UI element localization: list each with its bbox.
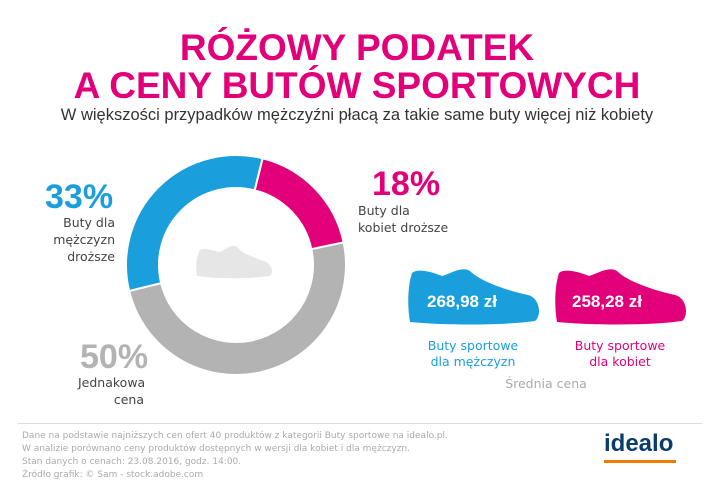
caption-line: Buty sportowe bbox=[574, 338, 666, 353]
label-line: kobiet droższe bbox=[358, 220, 449, 235]
footer-line: W analizie porównano ceny produktów dost… bbox=[22, 444, 410, 454]
label-line: Buty dla bbox=[63, 215, 115, 230]
caption-line: Buty sportowe bbox=[427, 338, 519, 353]
women-price: 258,28 zł bbox=[572, 292, 642, 311]
label-line: Buty dla bbox=[358, 203, 410, 218]
slice-women-label: Buty dla kobiet droższe bbox=[358, 202, 448, 236]
label-line: Jednakowa bbox=[78, 375, 146, 390]
idealo-logo: idealo bbox=[604, 430, 674, 457]
donut-slice-2 bbox=[125, 154, 264, 293]
subtitle: W większości przypadków mężczyźni płacą … bbox=[60, 106, 654, 124]
men-price: 268,98 zł bbox=[427, 292, 497, 311]
label-line: mężczyzn bbox=[53, 232, 115, 247]
slice-equal-label: Jednakowa cena bbox=[78, 374, 146, 408]
average-price-caption: Średnia cena bbox=[505, 376, 587, 391]
footer-line: Stan danych o cenach: 23.08.2016, godz. … bbox=[22, 457, 242, 467]
men-shoe-icon bbox=[408, 269, 540, 325]
shoe-icon bbox=[196, 245, 272, 279]
caption-line: dla mężczyzn bbox=[430, 354, 516, 369]
slice-men-pct: 33% bbox=[45, 178, 114, 216]
donut-slice-1 bbox=[127, 241, 347, 376]
title-line-2: A CENY BUTÓW SPORTOWYCH bbox=[73, 65, 641, 106]
women-shoe-icon bbox=[555, 269, 687, 325]
title-line-1: RÓŻOWY PODATEK bbox=[179, 27, 535, 68]
caption-line: dla kobiet bbox=[589, 354, 651, 369]
footer-notes: Dane na podstawie najniższych cen ofert … bbox=[22, 430, 448, 482]
women-caption: Buty sportowe dla kobiet bbox=[550, 338, 690, 370]
slice-women-pct: 18% bbox=[372, 165, 441, 203]
men-caption: Buty sportowe dla mężczyzn bbox=[403, 338, 543, 370]
logo-underline bbox=[604, 460, 676, 463]
footer-line: Dane na podstawie najniższych cen ofert … bbox=[22, 431, 448, 441]
slice-men-label: Buty dla mężczyzn droższe bbox=[45, 214, 115, 265]
label-line: droższe bbox=[67, 249, 115, 264]
footer-line: Źródło grafik: © Sam - stock.adobe.com bbox=[22, 470, 204, 480]
divider bbox=[18, 423, 702, 424]
slice-equal-pct: 50% bbox=[80, 338, 149, 376]
label-line: cena bbox=[113, 392, 144, 407]
